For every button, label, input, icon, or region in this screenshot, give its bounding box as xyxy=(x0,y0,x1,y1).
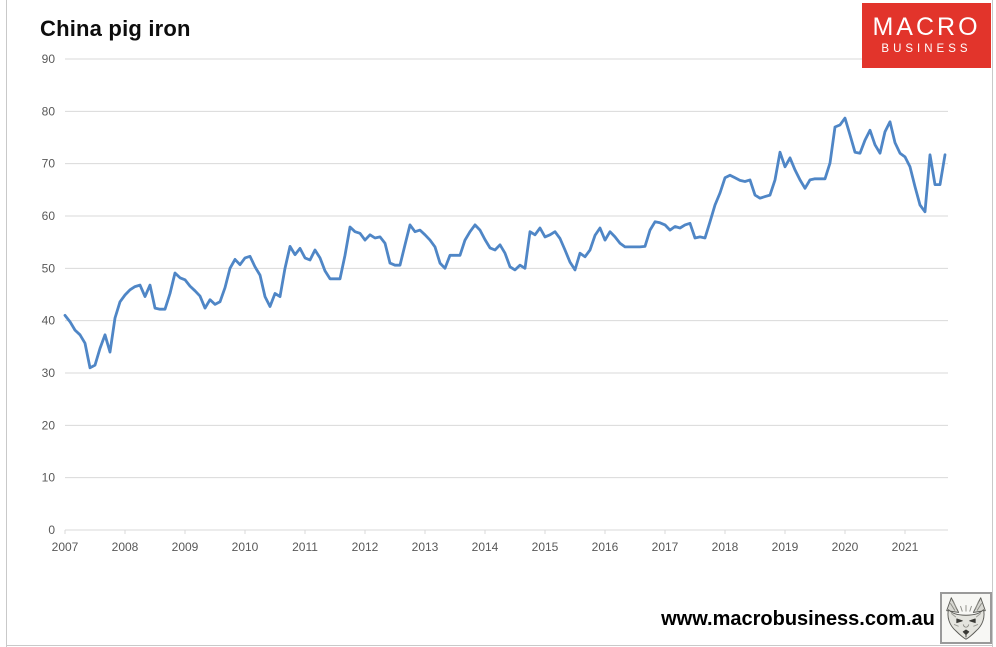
macrobusiness-logo: MACRO BUSINESS xyxy=(862,3,991,68)
y-axis-tick-label: 30 xyxy=(42,366,56,380)
x-axis-tick-label: 2019 xyxy=(772,540,799,554)
gridlines xyxy=(64,58,948,534)
macrobusiness-logo-line2: BUSINESS xyxy=(881,43,972,56)
x-axis-tick-label: 2013 xyxy=(412,540,439,554)
chart-title: China pig iron xyxy=(40,16,191,41)
x-axis-tick-label: 2018 xyxy=(712,540,739,554)
page-border-right xyxy=(992,0,993,647)
y-axis-tick-label: 70 xyxy=(42,157,56,171)
y-axis-tick-label: 80 xyxy=(42,104,56,118)
x-axis-tick-label: 2016 xyxy=(592,540,619,554)
page-border-left xyxy=(6,0,7,647)
y-axis-tick-label: 20 xyxy=(42,418,56,432)
x-axis-tick-label: 2008 xyxy=(112,540,139,554)
x-axis-tick-label: 2011 xyxy=(292,540,318,554)
data-series-line xyxy=(63,116,947,370)
page-border-bottom xyxy=(6,645,993,646)
y-axis-tick-label: 40 xyxy=(42,314,56,328)
y-axis-tick-label: 90 xyxy=(42,52,56,66)
wolf-icon xyxy=(946,597,986,640)
x-axis-tick-label: 2015 xyxy=(532,540,559,554)
x-axis-tick-label: 2010 xyxy=(232,540,259,554)
footer-website-url: www.macrobusiness.com.au xyxy=(661,608,935,630)
y-axis-tick-label: 60 xyxy=(42,209,56,223)
x-axis-tick-label: 2012 xyxy=(352,540,379,554)
axis-labels: 0 10 20 30 40 50 60 70 80 90 2007 2008 2009 2010 2011 2… xyxy=(42,52,919,554)
x-axis-tick-label: 2021 xyxy=(892,540,919,554)
y-axis-tick-label: 10 xyxy=(42,471,56,485)
y-axis-tick-label: 0 xyxy=(48,523,55,537)
y-axis-tick-label: 50 xyxy=(42,261,56,275)
wolf-logo-frame xyxy=(940,592,992,644)
x-axis-tick-label: 2009 xyxy=(172,540,199,554)
x-axis-tick-label: 2007 xyxy=(52,540,79,554)
macrobusiness-logo-line1: MACRO xyxy=(872,13,981,42)
x-axis-tick-label: 2017 xyxy=(652,540,679,554)
x-axis-tick-label: 2014 xyxy=(472,540,499,554)
x-axis-tick-label: 2020 xyxy=(832,540,859,554)
